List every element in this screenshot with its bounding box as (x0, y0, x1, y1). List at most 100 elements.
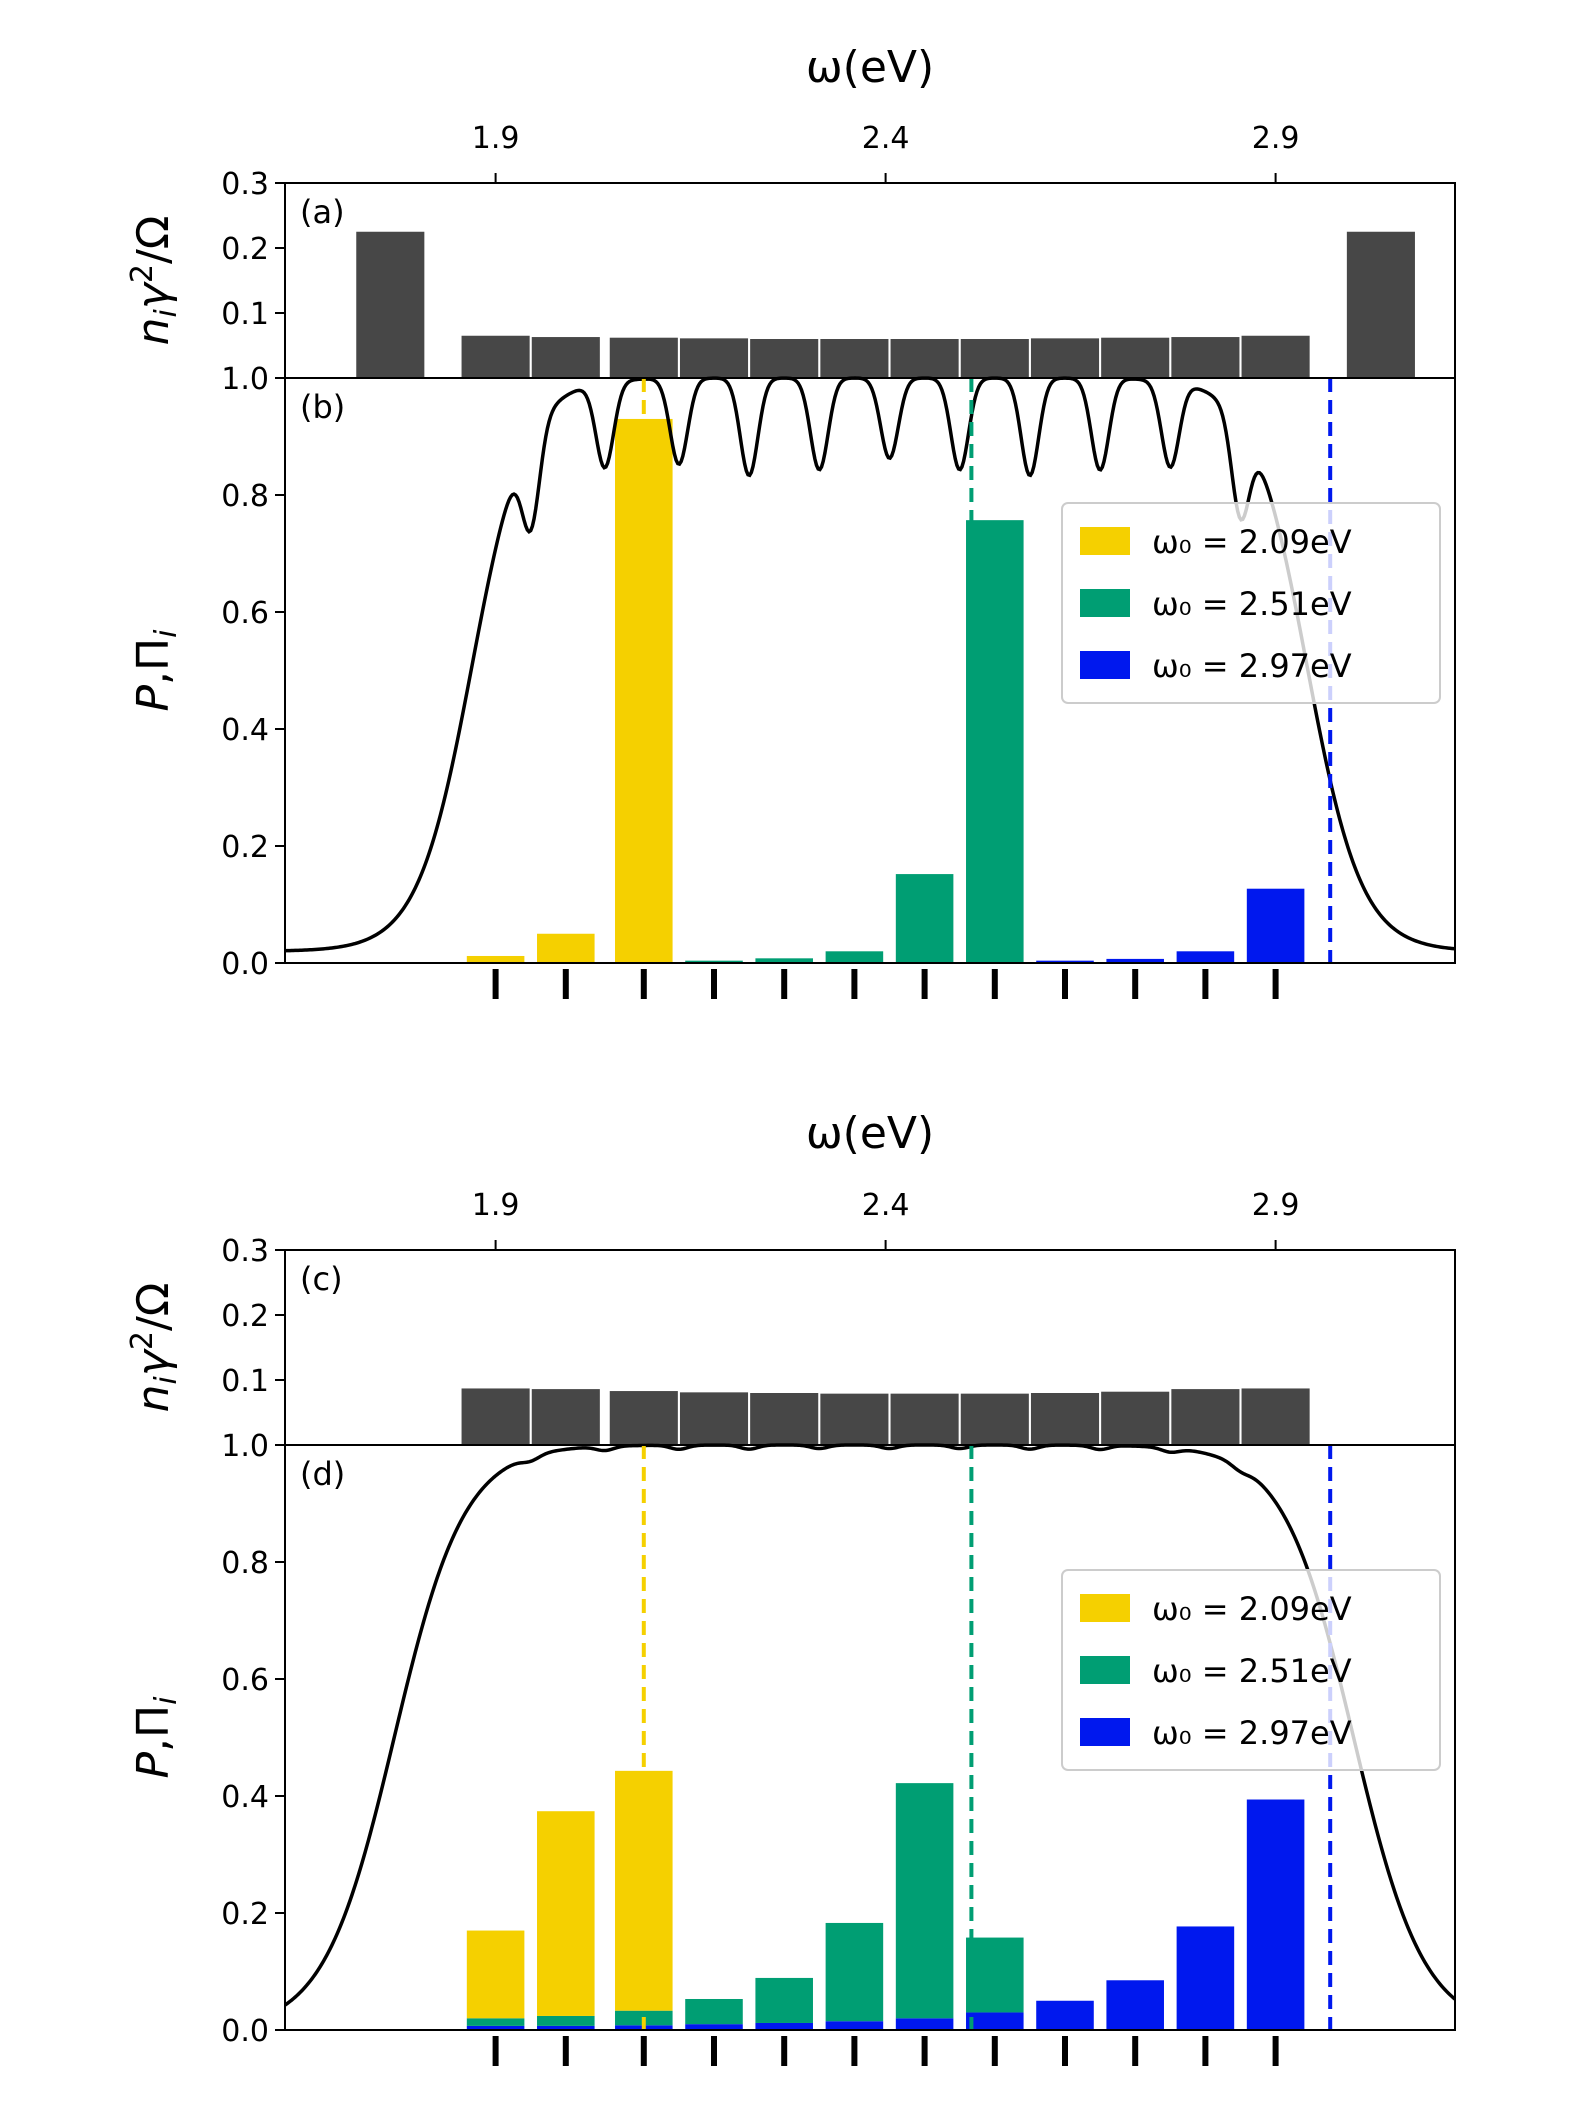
transmission-curve (284, 376, 1456, 953)
prob-bar-green (966, 520, 1024, 963)
legend-swatch-yellow (1080, 527, 1130, 555)
prob-y-title: P,Πi (128, 1696, 184, 1779)
prob-bar-blue (966, 2012, 1024, 2030)
legend-label: ω₀ = 2.09eV (1152, 523, 1352, 561)
legend-label: ω₀ = 2.97eV (1152, 647, 1352, 685)
density-bar (750, 1393, 819, 1445)
density-bar (679, 338, 749, 378)
prob-y-tick-label: 0.2 (221, 1897, 269, 1932)
x-tick-label: 2.4 (862, 121, 910, 156)
prob-y-tick-label: 0.8 (221, 479, 269, 514)
prob-y-tick-label: 0.6 (221, 1663, 269, 1698)
legend-box (1061, 502, 1441, 704)
prob-y-tick-label: 0.0 (221, 947, 269, 982)
prob-bar-green (895, 874, 954, 963)
density-bar (1171, 337, 1240, 378)
prob-bar-green (895, 1783, 954, 2019)
prob-frame (284, 1444, 1456, 2031)
density-bar (461, 335, 530, 378)
density-bar (1171, 1389, 1240, 1445)
prob-y-tick-label: 0.4 (221, 713, 269, 748)
prob-bar-green (966, 1937, 1024, 2013)
panel-2: ω(eV) 1.9 2.4 2.9 0.3 0.2 0.1 niγ2/Ω 1.0 0.8 0.6 0.… (125, 1108, 1457, 2066)
panel-label-density: (a) (300, 193, 345, 231)
prob-y-tick-label: 0.4 (221, 1780, 269, 1815)
prob-bar-blue (1106, 1980, 1164, 2030)
panel-1: ω(eV) 1.9 2.4 2.9 0.3 0.2 0.1 niγ2/Ω 1.0 0.8 0.6 0.… (125, 42, 1456, 999)
prob-bar-blue (537, 2025, 595, 2030)
density-bar (461, 1388, 530, 1445)
density-bar (890, 339, 959, 378)
prob-y-tick-label: 0.8 (221, 1546, 269, 1581)
prob-bar-blue (1176, 951, 1235, 963)
density-y-title: niγ2/Ω (125, 1283, 184, 1413)
density-bar (1241, 335, 1310, 378)
prob-bar-blue (466, 2025, 525, 2030)
density-bar (1241, 1388, 1310, 1445)
prob-bar-green (537, 2015, 595, 2026)
panel-label-density: (c) (300, 1260, 343, 1298)
legend-label: ω₀ = 2.51eV (1152, 1652, 1352, 1690)
x-tick-label: 2.4 (862, 1188, 910, 1223)
prob-bar-blue (755, 2022, 813, 2030)
prob-bar-blue (685, 2024, 743, 2030)
prob-y-tick-label: 0.2 (221, 830, 269, 865)
prob-bar-green (755, 1977, 813, 2023)
x-tick-label: 2.9 (1252, 121, 1300, 156)
prob-bar-green (755, 958, 813, 963)
legend-swatch-green (1080, 1656, 1130, 1684)
density-bar (1030, 338, 1100, 378)
prob-bar-yellow (466, 1930, 525, 2019)
legend-label: ω₀ = 2.09eV (1152, 1590, 1352, 1628)
panel-label-prob: (d) (300, 1455, 345, 1493)
prob-y-tick-label: 0.6 (221, 596, 269, 631)
prob-bar-green (825, 951, 884, 963)
x-tick-label: 1.9 (472, 1188, 520, 1223)
legend: ω₀ = 2.09eV ω₀ = 2.51eV ω₀ = 2.97eV (1061, 502, 1441, 704)
density-y-tick-label: 0.2 (221, 1299, 269, 1334)
prob-bar-blue (1246, 888, 1305, 963)
density-bar (960, 1393, 1029, 1445)
prob-bar-green (825, 1922, 884, 2022)
prob-frame (284, 377, 1456, 964)
prob-bar-blue (1036, 960, 1094, 963)
density-bar (679, 1392, 749, 1445)
density-bar (890, 1393, 959, 1445)
density-y-tick-label: 0.3 (221, 167, 269, 202)
prob-y-tick-label: 1.0 (221, 362, 269, 397)
density-bar (750, 339, 819, 378)
density-y-tick-label: 0.1 (221, 1364, 269, 1399)
density-bar (960, 339, 1029, 378)
legend-swatch-green (1080, 589, 1130, 617)
prob-bar-blue (1106, 958, 1164, 963)
density-bar (1030, 1393, 1100, 1445)
density-y-tick-label: 0.3 (221, 1234, 269, 1269)
x-tick-label: 2.9 (1252, 1188, 1300, 1223)
prob-bar-blue (1036, 2000, 1094, 2030)
prob-bar-blue (825, 2021, 884, 2030)
density-bar (1346, 231, 1415, 378)
prob-bar-blue (895, 2018, 954, 2030)
prob-bar-blue (1246, 1799, 1305, 2030)
prob-bar-yellow (537, 933, 595, 963)
panel-label-prob: (b) (300, 388, 345, 426)
x-axis-title: ω(eV) (806, 1108, 934, 1159)
prob-bar-green (466, 2018, 525, 2026)
legend-swatch-blue (1080, 1718, 1130, 1746)
legend-swatch-yellow (1080, 1594, 1130, 1622)
density-bar (1101, 1391, 1170, 1445)
prob-bar-yellow (466, 955, 525, 963)
density-bar (820, 339, 889, 378)
x-axis-title: ω(eV) (806, 42, 934, 93)
density-bar (609, 337, 678, 378)
legend-label: ω₀ = 2.97eV (1152, 1714, 1352, 1752)
prob-bar-blue (1176, 1926, 1235, 2030)
prob-bar-yellow (537, 1811, 595, 2016)
legend-box (1061, 1569, 1441, 1771)
density-bar (609, 1391, 678, 1445)
legend: ω₀ = 2.09eV ω₀ = 2.51eV ω₀ = 2.97eV (1061, 1569, 1441, 1771)
legend-swatch-blue (1080, 651, 1130, 679)
x-tick-label: 1.9 (472, 121, 520, 156)
density-y-title: niγ2/Ω (125, 216, 184, 346)
